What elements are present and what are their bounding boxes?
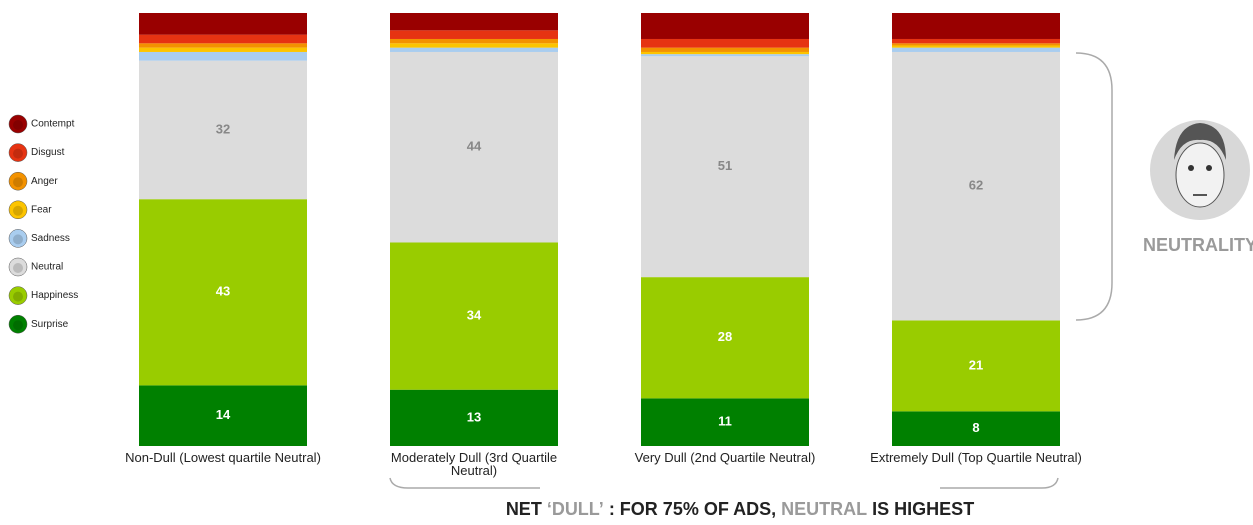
legend-face (13, 120, 23, 130)
bar-segment (892, 43, 1060, 46)
legend-swatch (8, 114, 28, 134)
portrait (1150, 120, 1250, 220)
bar-segment (892, 38, 1060, 44)
annotation-part: NEUTRAL (781, 499, 867, 519)
bar-segment (139, 199, 307, 386)
legend-label: Contempt (31, 119, 75, 130)
dull-brace (389, 477, 1059, 489)
bar-segment (139, 385, 307, 446)
annotation-part: : FOR 75% OF ADS, (609, 499, 776, 519)
bar-segment (641, 56, 809, 278)
bar-segment (139, 51, 307, 61)
bar-segment (641, 54, 809, 57)
bar-segment (139, 60, 307, 200)
bar-segment (641, 277, 809, 399)
annotation-part: IS HIGHEST (872, 499, 974, 519)
x-tick-label: Very Dull (2nd Quartile Neutral) (634, 450, 816, 465)
legend-label: Disgust (31, 147, 65, 158)
bar-segment (390, 242, 558, 390)
bar-segment (139, 47, 307, 52)
bar-segment (390, 38, 558, 44)
legend-label: Anger (31, 176, 58, 187)
bar-segment (641, 47, 809, 52)
bar-segment (892, 320, 1060, 412)
bar-segment (641, 51, 809, 55)
data-label: 51 (718, 158, 732, 173)
bar-segment (390, 47, 558, 52)
bar-segment (892, 51, 1060, 321)
bar-segment (390, 51, 558, 243)
data-label: 8 (972, 420, 979, 435)
legend-face (13, 320, 23, 331)
legend-label: Sadness (31, 233, 70, 244)
data-label: 13 (467, 409, 481, 424)
side-annotation: NEUTRALITY (1143, 235, 1253, 255)
data-label: 11 (718, 414, 732, 429)
bar-segment (390, 13, 558, 31)
legend-swatch (8, 286, 28, 305)
legend-swatch (8, 171, 28, 191)
annotation-part: ‘DULL’ (547, 499, 604, 519)
annotation-part: NET (506, 499, 542, 519)
legend-swatch (8, 257, 28, 277)
bar-segment (390, 389, 558, 446)
data-label: 44 (467, 139, 482, 154)
x-tick-label: Extremely Dull (Top Quartile Neutral) (870, 450, 1082, 465)
x-tick-label: Non-Dull (Lowest quartile Neutral) (125, 450, 321, 465)
data-label: 14 (216, 407, 231, 422)
legend-label: Fear (31, 204, 52, 215)
legend-swatch (8, 143, 28, 162)
legend-swatch (8, 200, 28, 220)
data-label: 32 (216, 121, 230, 136)
bottom-annotation: NET ‘DULL’: FOR 75% OF ADS, NEUTRAL IS HIGH… (506, 499, 974, 519)
bar-segment (139, 13, 307, 35)
legend-face (13, 291, 23, 302)
legend-label: Neutral (31, 262, 63, 273)
bar-segment (892, 411, 1060, 446)
bar-segment (390, 30, 558, 39)
legend-swatch (8, 229, 28, 248)
bar-segment (139, 34, 307, 44)
neutral-brace (1075, 52, 1113, 321)
data-label: 43 (216, 284, 230, 299)
data-label: 62 (969, 178, 983, 193)
bar-segment (892, 47, 1060, 52)
data-label: 21 (969, 357, 983, 372)
x-tick-label: Moderately Dull (3rd Quartile Neutral) (390, 450, 558, 478)
bar-segment (139, 43, 307, 48)
bar-segment (892, 13, 1060, 39)
bar-segment (390, 43, 558, 48)
legend-swatch (8, 314, 28, 334)
legend-face (13, 177, 23, 188)
bar-segment (641, 38, 809, 48)
legend-label: Happiness (31, 290, 78, 301)
legend-face (13, 263, 23, 273)
legend-label: Surprise (31, 319, 69, 330)
bar-segment (641, 398, 809, 446)
legend-face (13, 148, 23, 159)
data-label: 28 (718, 329, 732, 344)
legend-face (13, 205, 23, 216)
bar-segment (892, 45, 1060, 48)
legend-face (13, 234, 23, 245)
data-label: 34 (467, 308, 482, 323)
bar-segment (641, 13, 809, 39)
